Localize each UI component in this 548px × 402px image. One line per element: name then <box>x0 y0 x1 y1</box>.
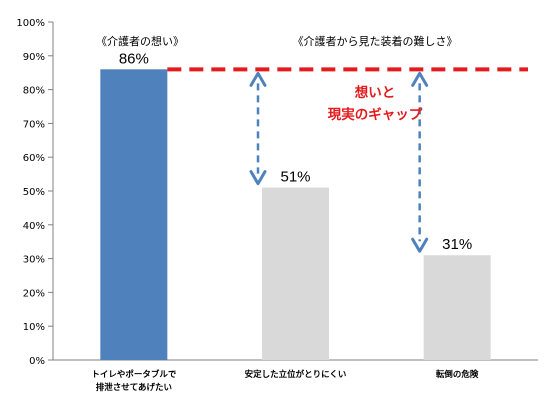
x-category-label: 転倒の危険 <box>436 369 479 380</box>
y-tick-label: 60% <box>23 153 45 164</box>
y-tick-label: 0% <box>29 356 45 367</box>
gap-label-line-1: 想いと <box>354 84 396 101</box>
gap-arrow-head-up <box>411 71 429 87</box>
gap-arrow-head-up <box>249 71 267 87</box>
bars <box>100 69 491 360</box>
y-tick-label: 10% <box>23 322 45 333</box>
gap-arrow-head-down <box>411 237 429 253</box>
gap-arrows <box>249 71 429 253</box>
x-category-label: トイレやポータブルで <box>91 369 177 380</box>
y-tick-label: 70% <box>23 119 45 130</box>
y-axis-ticks: 0% 10% 20% 30% 40% 50% 60% 70% 80% 90% 100% <box>16 18 53 367</box>
left-annotation-title: 《介護者の想い》 <box>96 34 184 48</box>
bar <box>262 187 329 360</box>
bar <box>100 69 168 360</box>
y-tick-label: 30% <box>23 255 45 266</box>
bar-value-label: 51% <box>280 169 310 186</box>
y-tick-label: 50% <box>23 187 45 198</box>
y-tick-label: 20% <box>23 288 45 299</box>
gap-arrow-head-down <box>249 170 267 186</box>
y-tick-label: 80% <box>23 86 45 97</box>
bar-value-label: 86% <box>119 50 149 67</box>
x-category-label: 排泄させてあげたい <box>96 382 172 393</box>
bar-value-label: 31% <box>442 236 472 253</box>
gap-label-line-2: 現実のギャップ <box>328 106 423 123</box>
y-tick-label: 40% <box>23 221 45 232</box>
right-annotation-title: 《介護者から見た装着の難しさ》 <box>293 34 458 48</box>
value-labels: 86% 51% 31% <box>119 50 472 253</box>
x-category-label: 安定した立位がとりにくい <box>245 369 347 380</box>
y-tick-label: 100% <box>16 18 45 29</box>
bar <box>423 255 491 360</box>
y-tick-label: 90% <box>23 52 45 63</box>
